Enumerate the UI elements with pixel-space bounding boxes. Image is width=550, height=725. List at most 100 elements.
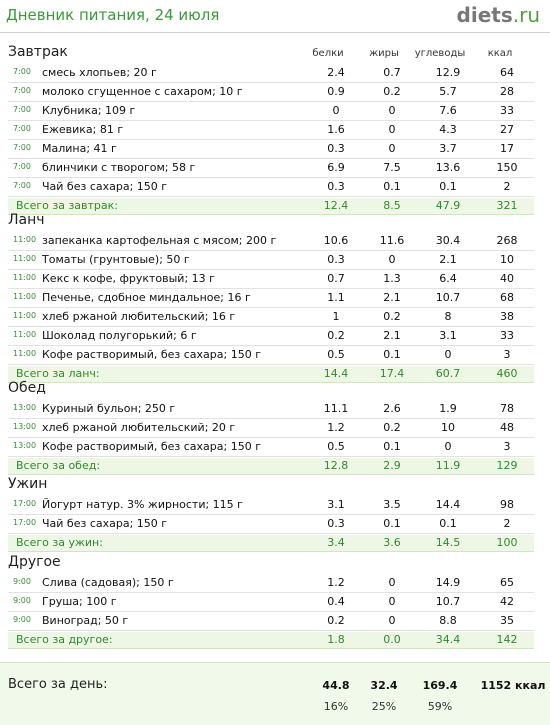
food-row[interactable]: 7:00 Клубника; 109 г 0 0 7.6 33 [8,102,534,121]
carbs-value: 8 [444,310,452,323]
food-name: Куриный бульон; 250 г [42,402,176,415]
kcal-value: 35 [500,614,514,627]
food-name: Клубника; 109 г [42,104,136,117]
food-row[interactable]: 7:00 блинчики с творогом; 58 г 6.9 7.5 13.6 1… [8,159,534,178]
section-total-row: Всего за ланч: 14.4 17.4 60.7 460 [8,366,534,383]
column-header-protein: белки [312,48,344,59]
meal-time: 11:00 [13,292,37,301]
meal-time: 7:00 [13,162,31,171]
kcal-value: 48 [500,421,514,434]
section-total-row: Всего за обед: 12.8 2.9 11.9 129 [8,458,534,475]
page-title: Дневник питания, 24 июля [6,6,220,24]
total-protein: 12.8 [323,459,349,472]
fat-value: 0.1 [383,517,401,530]
carbs-value: 3.1 [439,329,457,342]
total-protein: 3.4 [327,536,345,549]
meal-time: 11:00 [13,235,37,244]
food-row[interactable]: 11:00 Томаты (грунтовые); 50 г 0.3 0 2.1 10 [8,251,534,270]
meal-time: 11:00 [13,311,37,320]
kcal-value: 65 [500,576,514,589]
food-row[interactable]: 7:00 молоко сгущенное с сахаром; 10 г 0.9 0… [8,83,534,102]
protein-value: 0.5 [327,440,345,453]
day-pct-carbs: 59% [427,700,453,713]
kcal-value: 40 [500,272,514,285]
food-name: блинчики с творогом; 58 г [42,161,196,174]
meal-time: 7:00 [13,181,31,190]
total-protein: 14.4 [323,367,349,380]
day-total-panel: Всего за день: 44.8 32.4 169.4 1152 ккал… [0,662,550,725]
section-total-label: Всего за ужин: [16,536,103,549]
day-total-kcal: 1152 ккал [480,679,546,692]
fat-value: 0.2 [383,310,401,323]
carbs-value: 13.6 [435,161,461,174]
column-header-carbs: углеводы [414,48,466,59]
food-name: запеканка картофельная с мясом; 200 г [42,234,277,247]
section-title: Обед [8,380,46,396]
kcal-value: 38 [500,310,514,323]
logo-main: diets [456,3,513,27]
total-protein: 1.8 [327,633,345,646]
meal-time: 7:00 [13,86,31,95]
kcal-value: 68 [500,291,514,304]
food-row[interactable]: 13:00 Кофе растворимый, без сахара; 150 г… [8,438,534,457]
total-kcal: 142 [496,633,518,646]
kcal-value: 3 [503,440,511,453]
fat-value: 0 [388,614,396,627]
kcal-value: 2 [503,180,511,193]
food-name: Ежевика; 81 г [42,123,124,136]
protein-value: 10.6 [323,234,349,247]
food-name: Кофе растворимый, без сахара; 150 г [42,348,261,361]
carbs-value: 3.7 [439,142,457,155]
food-row[interactable]: 11:00 Шоколад полугорький; 6 г 0.2 2.1 3.1 33 [8,327,534,346]
meal-time: 11:00 [13,254,37,263]
food-name: Кофе растворимый, без сахара; 150 г [42,440,261,453]
fat-value: 2.1 [383,329,401,342]
section-title: Другое [8,554,61,570]
food-row[interactable]: 13:00 Куриный бульон; 250 г 11.1 2.6 1.9 78 [8,400,534,419]
day-total-label: Всего за день: [8,677,108,692]
fat-value: 0.2 [383,421,401,434]
kcal-value: 98 [500,498,514,511]
food-row[interactable]: 9:00 Виноград; 50 г 0.2 0 8.8 35 [8,612,534,631]
carbs-value: 2.1 [439,253,457,266]
site-logo[interactable]: diets.ru [457,3,540,27]
fat-value: 0 [388,253,396,266]
food-row[interactable]: 9:00 Груша; 100 г 0.4 0 10.7 42 [8,593,534,612]
food-row[interactable]: 11:00 Печенье, сдобное миндальное; 16 г 1.… [8,289,534,308]
kcal-value: 2 [503,517,511,530]
food-row[interactable]: 9:00 Слива (садовая); 150 г 1.2 0 14.9 65 [8,574,534,593]
fat-value: 0 [388,104,396,117]
food-row[interactable]: 11:00 запеканка картофельная с мясом; 200… [8,232,534,251]
carbs-value: 0.1 [439,180,457,193]
carbs-value: 14.9 [435,576,461,589]
protein-value: 1.6 [327,123,345,136]
fat-value: 0 [388,123,396,136]
kcal-value: 28 [500,85,514,98]
protein-value: 2.4 [327,66,345,79]
total-carbs: 34.4 [435,633,461,646]
protein-value: 0.3 [327,180,345,193]
total-kcal: 129 [496,459,518,472]
food-name: смесь хлопьев; 20 г [42,66,157,79]
fat-value: 0.1 [383,348,401,361]
food-row[interactable]: 7:00 Малина; 41 г 0.3 0 3.7 17 [8,140,534,159]
food-row[interactable]: 7:00 Ежевика; 81 г 1.6 0 4.3 27 [8,121,534,140]
section-title: Ужин [8,476,48,492]
food-row[interactable]: 17:00 Йогурт натур. 3% жирности; 115 г 3.1… [8,496,534,515]
food-name: Печенье, сдобное миндальное; 16 г [42,291,251,304]
food-name: Виноград; 50 г [42,614,129,627]
header-divider [0,32,550,33]
food-row[interactable]: 7:00 Чай без сахара; 150 г 0.3 0.1 0.1 2 [8,178,534,197]
food-row[interactable]: 11:00 хлеб ржаной любительский; 16 г 1 0.2 8… [8,308,534,327]
meal-time: 9:00 [13,577,31,586]
food-row[interactable]: 11:00 Кофе растворимый, без сахара; 150 г… [8,346,534,365]
food-row[interactable]: 17:00 Чай без сахара; 150 г 0.3 0.1 0.1 2 [8,515,534,534]
fat-value: 0 [388,142,396,155]
protein-value: 0.2 [327,329,345,342]
meal-time: 7:00 [13,143,31,152]
day-pct-protein: 16% [323,700,349,713]
total-kcal: 321 [496,199,518,212]
food-row[interactable]: 7:00 смесь хлопьев; 20 г 2.4 0.7 12.9 64 [8,64,534,83]
food-row[interactable]: 11:00 Кекс к кофе, фруктовый; 13 г 0.7 1.3 6… [8,270,534,289]
food-row[interactable]: 13:00 хлеб ржаной любительский; 20 г 1.2 0.… [8,419,534,438]
